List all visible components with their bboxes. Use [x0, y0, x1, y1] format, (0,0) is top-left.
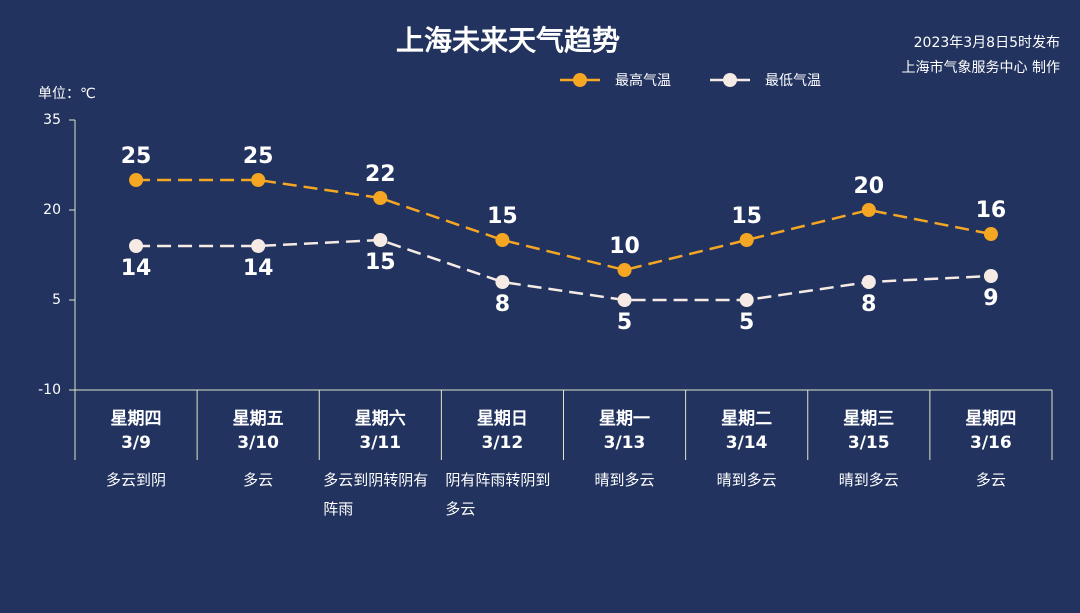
chart-title: 上海未来天气趋势: [396, 24, 620, 57]
data-label: 9: [983, 286, 998, 311]
y-tick-label: 20: [43, 202, 61, 218]
date-label: 3/16: [970, 433, 1012, 453]
data-label: 8: [861, 292, 876, 317]
point: [861, 275, 876, 289]
point: [739, 233, 754, 247]
y-tick-label: -10: [38, 382, 61, 398]
point: [617, 263, 632, 277]
date-label: 3/10: [237, 433, 279, 453]
point: [373, 233, 388, 247]
producer-note: 上海市气象服务中心 制作: [902, 59, 1060, 76]
point: [739, 293, 754, 307]
date-label: 3/14: [725, 433, 768, 453]
point: [251, 173, 266, 187]
weekday-label: 星期四: [965, 409, 1017, 429]
legend-marker: [573, 73, 587, 87]
weekday-label: 星期一: [599, 409, 650, 429]
weekday-label: 星期四: [110, 409, 162, 429]
point: [861, 203, 876, 217]
data-label: 16: [976, 198, 1007, 223]
legend-marker: [723, 73, 737, 87]
weather-label: 多云: [975, 471, 1006, 489]
point: [983, 269, 998, 283]
weather-label: 多云: [243, 471, 274, 489]
date-label: 3/9: [121, 433, 151, 453]
point: [495, 233, 510, 247]
weather-label: 多云到阴: [105, 471, 166, 489]
data-label: 10: [609, 234, 640, 259]
weather-label: 晴到多云: [594, 471, 655, 489]
weather-label: 晴到多云: [716, 471, 777, 489]
weekday-label: 星期五: [232, 409, 284, 429]
point: [495, 275, 510, 289]
point: [129, 239, 144, 253]
data-label: 5: [617, 310, 632, 335]
date-label: 3/11: [359, 433, 402, 453]
legend-label: 最低气温: [765, 73, 821, 89]
date-label: 3/12: [481, 433, 524, 453]
weekday-label: 星期二: [721, 409, 773, 429]
weekday-label: 星期三: [843, 409, 895, 429]
data-label: 15: [365, 250, 396, 275]
weather-label: 多云到阴转阴有阵雨: [323, 471, 429, 518]
y-tick-label: 35: [43, 112, 61, 128]
data-label: 8: [495, 292, 510, 317]
y-axis-label: 单位：℃: [38, 86, 96, 102]
point: [251, 239, 266, 253]
data-label: 15: [731, 204, 762, 229]
series-line: [136, 238, 991, 302]
weekday-label: 星期六: [354, 409, 406, 429]
data-label: 14: [243, 256, 274, 281]
data-label: 5: [739, 310, 754, 335]
date-label: 3/15: [847, 433, 890, 453]
data-label: 22: [365, 162, 396, 187]
point: [129, 173, 144, 187]
data-label: 25: [243, 144, 274, 169]
date-label: 3/13: [603, 433, 646, 453]
weekday-label: 星期日: [476, 409, 528, 429]
data-label: 20: [854, 174, 885, 199]
data-label: 14: [121, 256, 152, 281]
publish-note: 2023年3月8日5时发布: [914, 35, 1060, 51]
y-tick-label: 5: [52, 292, 61, 308]
legend-label: 最高气温: [615, 72, 671, 89]
point: [373, 191, 388, 205]
weather-label: 晴到多云: [838, 471, 899, 489]
weather-label: 阴有阵雨转阴到多云: [445, 471, 551, 518]
point: [617, 293, 632, 307]
data-label: 15: [487, 204, 518, 229]
point: [983, 227, 998, 241]
data-label: 25: [121, 144, 152, 169]
